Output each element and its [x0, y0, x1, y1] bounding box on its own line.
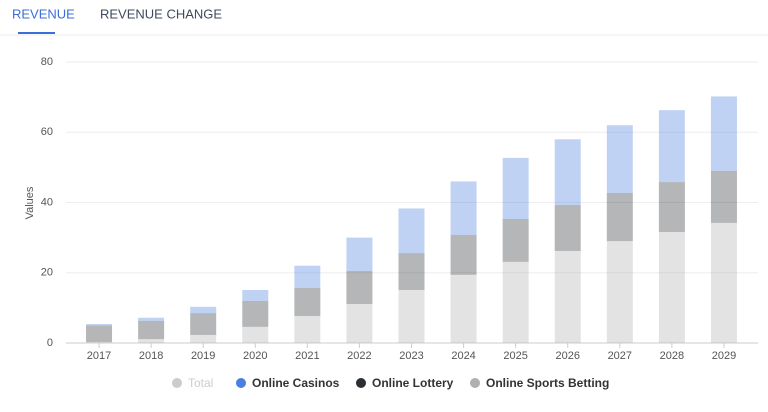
bar-segment: [346, 237, 373, 271]
bar-segment: [658, 182, 685, 233]
bar-segment: [86, 325, 113, 342]
x-tick-label: 2017: [87, 350, 111, 362]
x-tick-label: 2028: [660, 350, 684, 362]
bar-segment: [86, 341, 113, 343]
bar-segment: [190, 334, 217, 343]
bar-segment: [398, 208, 425, 254]
bar-segment: [502, 219, 529, 262]
y-tick-label: 60: [41, 126, 53, 138]
legend-label[interactable]: Total: [188, 376, 213, 390]
legend-label[interactable]: Online Sports Betting: [486, 376, 609, 390]
x-tick-label: 2024: [451, 350, 475, 362]
bar-segment: [658, 110, 685, 183]
y-tick-label: 80: [41, 56, 53, 68]
y-tick-label: 0: [47, 337, 53, 349]
bar-segment: [242, 300, 269, 327]
y-tick-label: 40: [41, 196, 53, 208]
x-tick-label: 2023: [399, 350, 423, 362]
bar-segment: [190, 313, 217, 335]
y-axis-label: Values: [24, 186, 36, 219]
bar-segment: [554, 250, 581, 343]
bar-segment: [294, 265, 321, 288]
bar-segment: [138, 317, 165, 321]
x-tick-label: 2027: [608, 350, 632, 362]
bar-segment: [554, 204, 581, 251]
x-tick-label: 2029: [712, 350, 736, 362]
x-tick-label: 2026: [555, 350, 579, 362]
bar-segment: [450, 234, 477, 275]
bar-segment: [606, 241, 633, 343]
x-tick-label: 2018: [139, 350, 163, 362]
y-tick-label: 20: [41, 267, 53, 279]
bar-segment: [138, 320, 165, 340]
legend-marker: [172, 378, 182, 388]
x-tick-label: 2025: [503, 350, 527, 362]
bar-segment: [710, 222, 737, 343]
legend-marker: [356, 378, 366, 388]
bar-segment: [658, 232, 685, 343]
bar-segment: [450, 181, 477, 235]
bar-segment: [294, 315, 321, 343]
x-tick-label: 2020: [243, 350, 267, 362]
tab[interactable]: REVENUE CHANGE: [100, 6, 222, 21]
bar-segment: [242, 289, 269, 301]
legend-label[interactable]: Online Lottery: [372, 376, 454, 390]
bar-segment: [346, 270, 373, 305]
legend-marker: [236, 378, 246, 388]
bar-segment: [554, 139, 581, 205]
bar-segment: [398, 289, 425, 343]
legend-marker: [470, 378, 480, 388]
bar-segment: [242, 326, 269, 343]
bar-segment: [502, 157, 529, 220]
tab-underline: [18, 32, 55, 34]
bar-segment: [450, 274, 477, 343]
x-tick-label: 2019: [191, 350, 215, 362]
bar-segment: [190, 306, 217, 314]
bar-segment: [502, 261, 529, 343]
bar-segment: [398, 253, 425, 290]
bar-segment: [606, 193, 633, 242]
x-tick-label: 2022: [347, 350, 371, 362]
bar-segment: [346, 304, 373, 343]
bar-segment: [86, 324, 113, 326]
legend-label[interactable]: Online Casinos: [252, 376, 340, 390]
bar-segment: [294, 287, 321, 316]
bar-segment: [606, 125, 633, 194]
bar-segment: [710, 170, 737, 223]
bar-segment: [710, 96, 737, 171]
bar-segment: [138, 339, 165, 343]
x-tick-label: 2021: [295, 350, 319, 362]
tab-active[interactable]: REVENUE: [12, 6, 75, 21]
